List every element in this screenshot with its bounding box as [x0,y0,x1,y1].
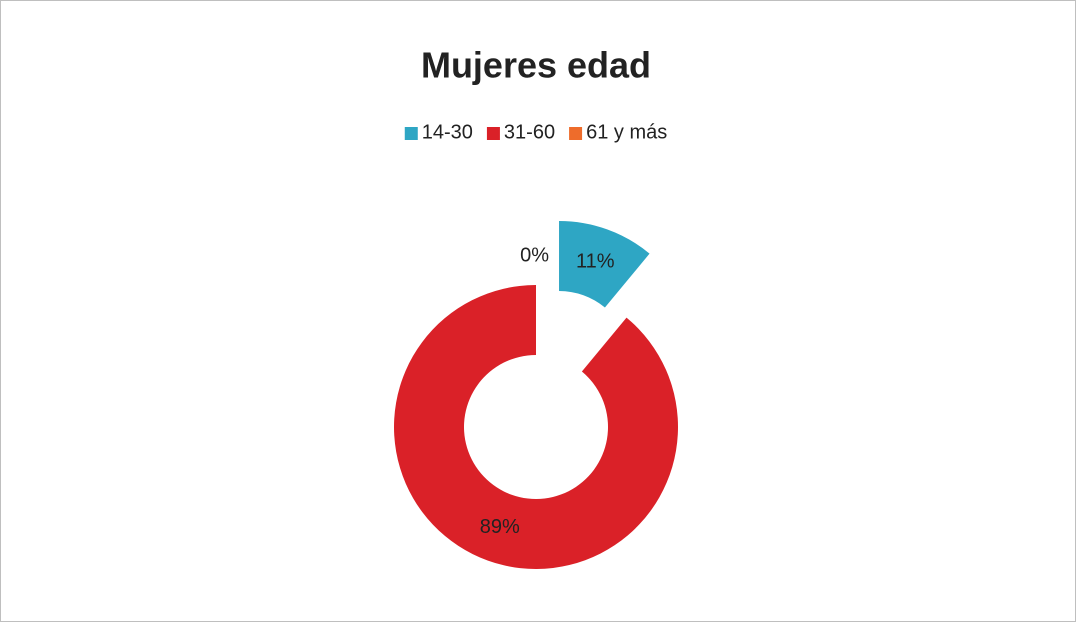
legend-label: 61 y más [586,121,667,143]
doughnut-slice [559,221,650,308]
legend-swatch [569,127,583,140]
doughnut-slice [393,285,678,569]
legend-label: 31-60 [504,121,555,143]
data-label: 11% [576,251,615,273]
data-label: 89% [480,516,520,538]
legend-label: 14-30 [422,121,473,143]
legend-swatch [404,127,418,140]
data-label: 0% [520,244,549,266]
chart-title: Mujeres edad [421,45,651,86]
legend-swatch [486,127,500,140]
